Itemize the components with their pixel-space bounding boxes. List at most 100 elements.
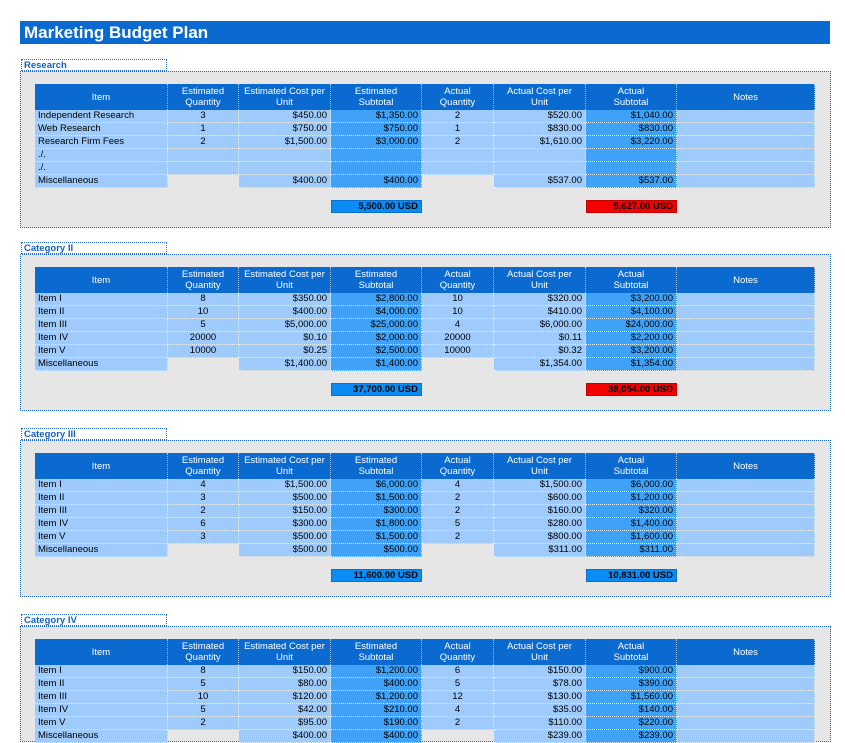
item-cell[interactable]: Item I xyxy=(35,479,168,492)
table-cell[interactable] xyxy=(331,162,422,175)
column-header[interactable]: Actual Subtotal xyxy=(586,453,677,479)
table-cell[interactable]: $78.00 xyxy=(494,678,586,691)
table-cell[interactable]: 10 xyxy=(168,306,239,319)
column-header[interactable]: Estimated Cost per Unit xyxy=(239,84,331,110)
table-cell[interactable]: 1 xyxy=(168,123,239,136)
table-cell[interactable]: $500.00 xyxy=(239,544,331,557)
table-cell[interactable]: $2,800.00 xyxy=(331,293,422,306)
table-cell[interactable] xyxy=(586,162,677,175)
table-cell[interactable]: $400.00 xyxy=(239,730,331,743)
item-cell[interactable]: Item IV xyxy=(35,704,168,717)
table-cell[interactable]: $1,500.00 xyxy=(239,136,331,149)
table-cell[interactable] xyxy=(422,358,494,371)
table-cell[interactable]: $520.00 xyxy=(494,110,586,123)
table-cell[interactable] xyxy=(422,149,494,162)
table-cell[interactable]: 3 xyxy=(168,492,239,505)
table-cell[interactable] xyxy=(677,531,815,544)
table-cell[interactable]: $120.00 xyxy=(239,691,331,704)
table-cell[interactable]: $311.00 xyxy=(494,544,586,557)
table-cell[interactable]: $0.25 xyxy=(239,345,331,358)
item-cell[interactable]: Web Research xyxy=(35,123,168,136)
table-cell[interactable]: 10 xyxy=(422,293,494,306)
table-cell[interactable]: $5,000.00 xyxy=(239,319,331,332)
column-header[interactable]: Estimated Cost per Unit xyxy=(239,267,331,293)
table-cell[interactable] xyxy=(677,149,815,162)
table-cell[interactable]: 2 xyxy=(422,110,494,123)
item-cell[interactable]: Independent Research xyxy=(35,110,168,123)
table-cell[interactable] xyxy=(677,518,815,531)
table-cell[interactable]: $1,354.00 xyxy=(586,358,677,371)
table-cell[interactable]: 5 xyxy=(168,678,239,691)
table-cell[interactable]: $500.00 xyxy=(239,492,331,505)
item-cell[interactable]: Item II xyxy=(35,306,168,319)
table-cell[interactable] xyxy=(168,358,239,371)
table-cell[interactable]: $537.00 xyxy=(494,175,586,188)
item-cell[interactable]: Miscellaneous xyxy=(35,730,168,743)
table-cell[interactable]: 4 xyxy=(168,479,239,492)
column-header[interactable]: Estimated Subtotal xyxy=(331,267,422,293)
column-header[interactable]: Actual Quantity xyxy=(422,84,494,110)
column-header[interactable]: Actual Quantity xyxy=(422,267,494,293)
table-cell[interactable] xyxy=(677,704,815,717)
table-cell[interactable]: $80.00 xyxy=(239,678,331,691)
table-cell[interactable]: $2,000.00 xyxy=(331,332,422,345)
table-cell[interactable]: 2 xyxy=(168,136,239,149)
actual-total[interactable]: 10,831.00 USD xyxy=(586,569,677,582)
item-cell[interactable]: Item III xyxy=(35,691,168,704)
table-cell[interactable]: $537.00 xyxy=(586,175,677,188)
column-header[interactable]: Item xyxy=(35,84,168,110)
table-cell[interactable]: $1,400.00 xyxy=(239,358,331,371)
table-cell[interactable]: $6,000.00 xyxy=(494,319,586,332)
table-cell[interactable]: $239.00 xyxy=(586,730,677,743)
table-cell[interactable]: 2 xyxy=(422,531,494,544)
table-cell[interactable]: 5 xyxy=(168,704,239,717)
table-cell[interactable] xyxy=(677,110,815,123)
table-cell[interactable]: $2,200.00 xyxy=(586,332,677,345)
table-cell[interactable]: $140.00 xyxy=(586,704,677,717)
table-cell[interactable]: 4 xyxy=(422,479,494,492)
table-cell[interactable]: 3 xyxy=(168,110,239,123)
table-cell[interactable]: $2,500.00 xyxy=(331,345,422,358)
column-header[interactable]: Estimated Cost per Unit xyxy=(239,639,331,665)
column-header[interactable]: Item xyxy=(35,267,168,293)
table-cell[interactable]: 5 xyxy=(422,518,494,531)
table-cell[interactable]: $239.00 xyxy=(494,730,586,743)
table-cell[interactable]: 5 xyxy=(168,319,239,332)
table-cell[interactable]: $800.00 xyxy=(494,531,586,544)
table-cell[interactable]: 20000 xyxy=(168,332,239,345)
table-cell[interactable]: $1,400.00 xyxy=(331,358,422,371)
table-cell[interactable]: $190.00 xyxy=(331,717,422,730)
table-cell[interactable]: 4 xyxy=(422,319,494,332)
table-cell[interactable]: $160.00 xyxy=(494,505,586,518)
item-cell[interactable]: Item IV xyxy=(35,332,168,345)
table-cell[interactable]: $1,350.00 xyxy=(331,110,422,123)
table-cell[interactable]: $0.10 xyxy=(239,332,331,345)
column-header[interactable]: Estimated Quantity xyxy=(168,639,239,665)
table-cell[interactable]: $0.32 xyxy=(494,345,586,358)
table-cell[interactable] xyxy=(677,492,815,505)
table-cell[interactable]: $1,800.00 xyxy=(331,518,422,531)
table-cell[interactable]: $1,400.00 xyxy=(586,518,677,531)
column-header[interactable]: Estimated Quantity xyxy=(168,453,239,479)
table-cell[interactable]: 4 xyxy=(422,704,494,717)
table-cell[interactable]: $6,000.00 xyxy=(586,479,677,492)
table-cell[interactable]: $3,200.00 xyxy=(586,293,677,306)
table-cell[interactable]: $1,200.00 xyxy=(331,665,422,678)
table-cell[interactable]: 2 xyxy=(422,136,494,149)
table-cell[interactable]: $600.00 xyxy=(494,492,586,505)
column-header[interactable]: Notes xyxy=(677,84,815,110)
table-cell[interactable]: 10000 xyxy=(422,345,494,358)
column-header[interactable]: Estimated Subtotal xyxy=(331,84,422,110)
table-cell[interactable] xyxy=(331,149,422,162)
table-cell[interactable]: $400.00 xyxy=(239,175,331,188)
column-header[interactable]: Actual Cost per Unit xyxy=(494,453,586,479)
table-cell[interactable]: 3 xyxy=(168,531,239,544)
table-cell[interactable]: $1,600.00 xyxy=(586,531,677,544)
table-cell[interactable]: $320.00 xyxy=(586,505,677,518)
table-cell[interactable] xyxy=(239,149,331,162)
table-cell[interactable]: 8 xyxy=(168,293,239,306)
table-cell[interactable]: 2 xyxy=(422,505,494,518)
table-cell[interactable]: $1,040.00 xyxy=(586,110,677,123)
table-cell[interactable]: $210.00 xyxy=(331,704,422,717)
table-cell[interactable]: 2 xyxy=(422,717,494,730)
